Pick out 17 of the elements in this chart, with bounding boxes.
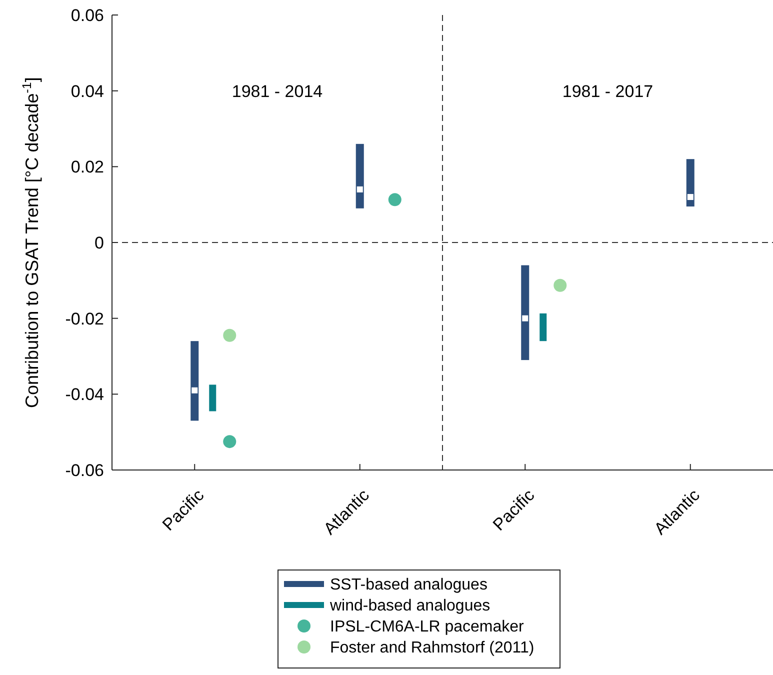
legend-label: Foster and Rahmstorf (2011) [330,640,534,657]
legend-label: IPSL-CM6A-LR pacemaker [330,618,525,636]
y-tick-label: -0.06 [65,460,104,480]
point [554,278,567,292]
point [388,193,402,206]
legend-label: wind-based analogues [329,598,490,615]
y-tick-label: -0.04 [65,385,104,404]
legend-label: SST-based analogues [330,576,488,594]
y-tick-label: 0 [94,233,104,252]
y-tick-label: 0.02 [70,158,104,177]
annotation: 1981 - 2017 [562,82,654,101]
annotation: 1981 - 2014 [232,82,323,101]
point [223,435,236,448]
y-tick-label: -0.02 [65,309,104,328]
point [223,328,236,342]
y-tick-label: 0.06 [70,6,104,25]
y-tick-label: 0.04 [70,82,104,101]
